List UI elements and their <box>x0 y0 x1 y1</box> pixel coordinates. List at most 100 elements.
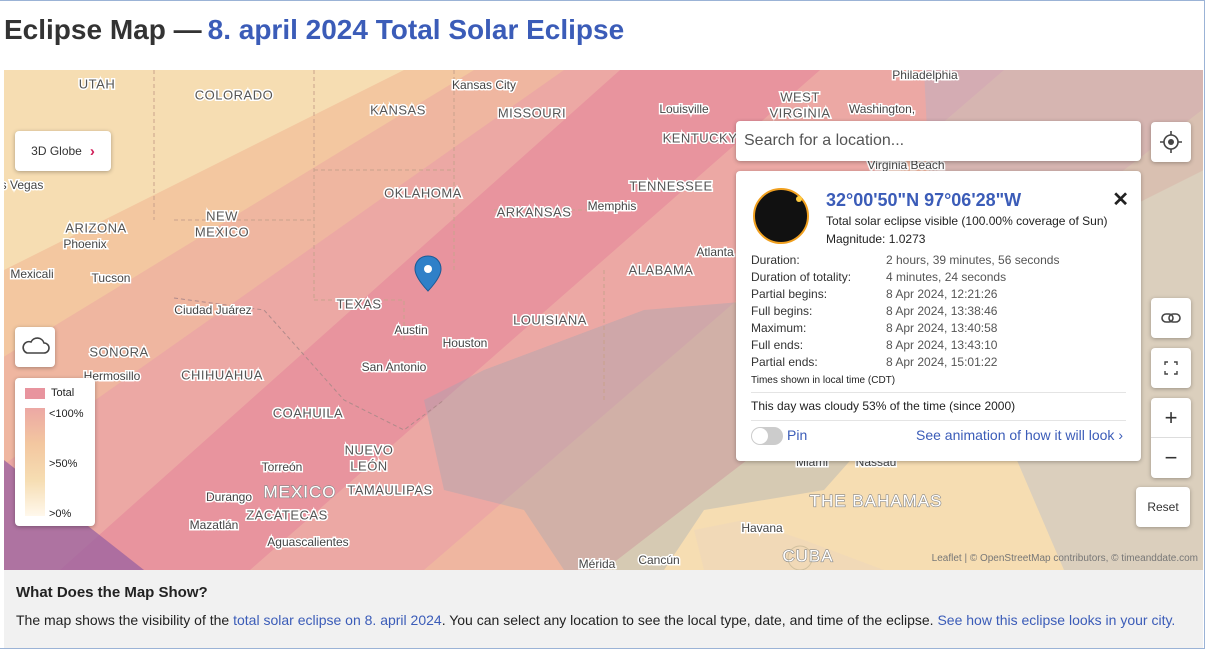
map-label: NUEVO <box>345 442 394 457</box>
map-label: Mazatlán <box>190 518 239 532</box>
visibility: Total solar eclipse visible (100.00% cov… <box>826 214 1108 228</box>
map-label: Louisville <box>659 102 709 116</box>
map-label: TENNESSEE <box>629 178 712 193</box>
map-label: LEÓN <box>350 458 387 473</box>
pin-toggle[interactable] <box>751 427 783 445</box>
detail-row: Partial begins: 8 Apr 2024, 12:21:26 <box>751 287 997 301</box>
marker-dot <box>424 265 432 273</box>
detail-row: Partial ends: 8 Apr 2024, 15:01:22 <box>751 355 997 369</box>
detail-label: Duration of totality: <box>751 270 852 284</box>
zoom-out[interactable]: − <box>1164 445 1178 470</box>
map-label: CUBA <box>782 546 833 565</box>
detail-row: Full ends: 8 Apr 2024, 13:43:10 <box>751 338 997 352</box>
map-label: s Vegas <box>4 178 43 192</box>
detail-row: Duration: 2 hours, 39 minutes, 56 seconds <box>751 253 1059 267</box>
animation-link[interactable]: See animation of how it will look › <box>916 427 1123 443</box>
footer-heading: What Does the Map Show? <box>16 584 208 601</box>
cloud-note: This day was cloudy 53% of the time (sin… <box>751 399 1016 413</box>
locate-button[interactable] <box>1151 122 1191 162</box>
globe-button[interactable]: 3D Globe › <box>15 131 111 171</box>
footer-text: The map shows the visibility of the tota… <box>16 612 1175 628</box>
map-label: Atlanta <box>696 245 734 259</box>
map-label: Durango <box>206 490 252 504</box>
detail-label: Partial begins: <box>751 287 828 301</box>
map-label: COAHUILA <box>273 405 343 420</box>
search-input[interactable]: Search for a location... <box>736 121 1141 161</box>
attribution: Leaflet | © OpenStreetMap contributors, … <box>932 553 1198 564</box>
cuba <box>694 520 884 570</box>
detail-value: 8 Apr 2024, 12:21:26 <box>886 287 998 301</box>
map-label: Tucson <box>92 271 131 285</box>
map-label: Hermosillo <box>84 369 141 383</box>
map-label: Austin <box>394 323 427 337</box>
map-label: Mérida <box>579 557 616 570</box>
map-label: Havana <box>741 521 783 535</box>
detail-label: Partial ends: <box>751 355 818 369</box>
close-button[interactable]: ✕ <box>1112 189 1129 211</box>
legend: Total <100% >50% >0% <box>15 378 95 526</box>
search-placeholder: Search for a location... <box>744 132 905 149</box>
eclipse-link[interactable]: total solar eclipse on 8. april 2024 <box>233 612 442 628</box>
detail-value: 8 Apr 2024, 13:38:46 <box>886 304 998 318</box>
zoom-in[interactable]: + <box>1151 398 1191 438</box>
map-label: KENTUCKY <box>663 130 738 145</box>
footer: What Does the Map Show? The map shows th… <box>4 570 1203 648</box>
map-label: Torreón <box>262 460 303 474</box>
legend-level: <100% <box>49 408 84 420</box>
coordinates: 32°00'50"N 97°06'28"W <box>826 190 1022 210</box>
location-marker[interactable] <box>414 255 442 292</box>
legend-level: >0% <box>49 508 72 520</box>
detail-label: Full begins: <box>751 304 813 318</box>
eclipse-icon <box>753 188 809 244</box>
fullscreen-button[interactable] <box>1151 348 1191 388</box>
detail-value: 8 Apr 2024, 15:01:22 <box>886 355 998 369</box>
map-label: Kansas City <box>452 78 516 92</box>
city-link[interactable]: See how this eclipse looks in your city. <box>937 612 1176 628</box>
location-popup: 32°00'50"N 97°06'28"W ✕ Total solar ecli… <box>736 171 1141 461</box>
totality-path <box>60 70 820 570</box>
map-label: ALABAMA <box>629 262 694 277</box>
detail-value: 2 hours, 39 minutes, 56 seconds <box>886 253 1060 267</box>
map-label: Washington, <box>849 102 915 116</box>
map-label: SONORA <box>89 344 148 359</box>
map-label: Aguascalientes <box>267 535 348 549</box>
map-label: ZACATECAS <box>246 507 328 522</box>
title-text: Eclipse Map — <box>4 14 202 45</box>
timezone-note: Times shown in local time (CDT) <box>751 375 896 386</box>
title-link[interactable]: 8. april 2024 Total Solar Eclipse <box>207 14 625 45</box>
map-label: Houston <box>443 336 488 350</box>
reset-button[interactable]: Reset <box>1136 487 1190 527</box>
map-label: KANSAS <box>370 102 426 117</box>
globe-label: 3D Globe <box>31 144 82 158</box>
detail-label: Duration: <box>751 253 800 267</box>
map-label: VIRGINIA <box>769 105 830 120</box>
text: The map shows the visibility of the <box>16 612 234 628</box>
detail-label: Full ends: <box>751 338 804 352</box>
cloud-button[interactable] <box>15 327 55 367</box>
share-button[interactable] <box>1151 298 1191 338</box>
map-label: MISSOURI <box>498 105 566 120</box>
map-label: WEST <box>780 89 820 104</box>
map-label: Memphis <box>588 199 637 213</box>
map-label: Mexicali <box>10 267 53 281</box>
map-label: COLORADO <box>195 87 273 102</box>
detail-label: Maximum: <box>751 321 807 335</box>
map-label: CHIHUAHUA <box>181 367 263 382</box>
map-label: Philadelphia <box>892 70 958 82</box>
map-label: MEXICO <box>263 482 336 501</box>
map-label: THE BAHAMAS <box>810 491 943 510</box>
legend-title: Total <box>51 387 75 399</box>
map-label: ARIZONA <box>65 220 126 235</box>
map-label: NEW <box>206 208 238 223</box>
magnitude: Magnitude: 1.0273 <box>826 232 926 246</box>
detail-value: 8 Apr 2024, 13:43:10 <box>886 338 998 352</box>
legend-level: >50% <box>49 458 78 470</box>
page-title: Eclipse Map —8. april 2024 Total Solar E… <box>4 14 624 46</box>
detail-row: Maximum: 8 Apr 2024, 13:40:58 <box>751 321 997 335</box>
pin-label[interactable]: Pin <box>787 427 808 443</box>
map-label: San Antonio <box>362 360 427 374</box>
map-label: Cancún <box>638 553 679 567</box>
detail-value: 8 Apr 2024, 13:40:58 <box>886 321 998 335</box>
detail-row: Full begins: 8 Apr 2024, 13:38:46 <box>751 304 997 318</box>
